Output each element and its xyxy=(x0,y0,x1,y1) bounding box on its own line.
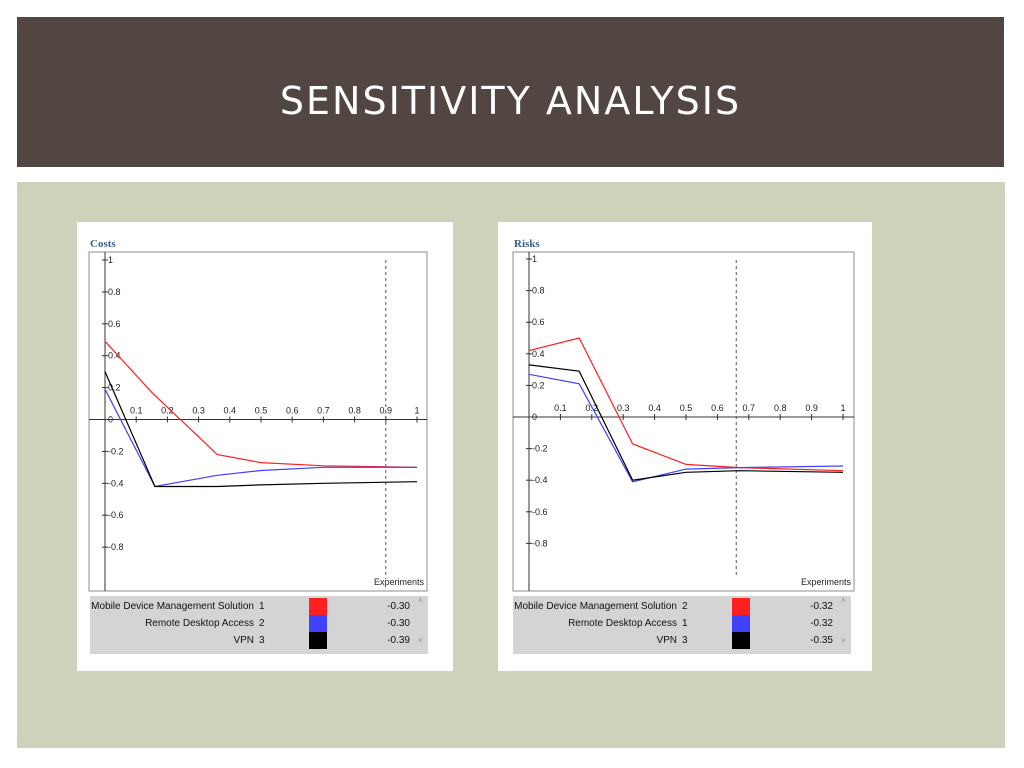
x-tick-label: 0.8 xyxy=(348,406,361,416)
slide-title: SENSITIVITY ANALYSIS xyxy=(279,79,742,123)
costs-legend: Mobile Device Management Solution 1 -0.30 R… xyxy=(90,596,428,654)
legend-series-name: Mobile Device Management Solution xyxy=(514,601,677,612)
y-tick-label: 1 xyxy=(532,254,537,264)
y-tick-label: 0.4 xyxy=(108,351,121,361)
x-tick-label: 0.2 xyxy=(161,406,174,416)
y-tick-label: 0.2 xyxy=(532,380,545,390)
series-line-1 xyxy=(104,340,418,468)
scroll-down-icon[interactable]: ˅ xyxy=(841,636,846,645)
y-tick-label: 0.6 xyxy=(108,319,121,329)
y-tick-label: -0.8 xyxy=(532,538,548,548)
x-tick-label: 0.1 xyxy=(554,403,567,413)
x-tick-label: 0.8 xyxy=(774,403,787,413)
risks-chart: Risks 0.1 0.2 0.3 0.4 0.5 0.6 0.7 0.8 0.9 1 1 0.8 0.6… xyxy=(512,238,855,592)
series-line-2 xyxy=(104,388,417,488)
legend-value: -0.30 xyxy=(387,601,410,612)
y-tick-label: -0.8 xyxy=(108,542,124,552)
x-tick-label: 0.1 xyxy=(130,406,143,416)
legend-scrollbar[interactable]: ˄ ˅ xyxy=(839,596,851,650)
x-tick-label: 0.7 xyxy=(317,406,330,416)
y-tick-label: -0.2 xyxy=(532,444,548,454)
scroll-up-icon[interactable]: ˄ xyxy=(841,596,846,605)
legend-color-swatch xyxy=(732,632,750,649)
legend-value: -0.32 xyxy=(810,618,833,629)
y-tick-label: 0.8 xyxy=(108,287,121,297)
y-tick-label: 0.8 xyxy=(532,286,545,296)
legend-color-swatch xyxy=(309,615,327,632)
legend-value: -0.35 xyxy=(810,635,833,646)
series-line-3 xyxy=(104,371,418,488)
legend-rank: 1 xyxy=(682,618,688,629)
series-line-3 xyxy=(528,364,844,481)
slide-header: SENSITIVITY ANALYSIS xyxy=(17,17,1004,167)
x-tick-label: 0.5 xyxy=(255,406,268,416)
y-tick-label: -0.4 xyxy=(108,478,124,488)
x-tick-label: 0.9 xyxy=(805,403,818,413)
y-tick-label: -0.6 xyxy=(532,507,548,517)
risks-chart-panel: Risks 0.1 0.2 0.3 0.4 0.5 0.6 0.7 0.8 0.9 1 1 0.8 0.6… xyxy=(498,222,872,671)
legend-value: -0.32 xyxy=(810,601,833,612)
legend-color-swatch xyxy=(309,632,327,649)
y-tick-label: 0.6 xyxy=(532,317,545,327)
legend-row: Remote Desktop Access 1 -0.32 xyxy=(513,615,851,632)
legend-row: Mobile Device Management Solution 1 -0.30 xyxy=(90,598,428,615)
plot-frame xyxy=(88,251,428,592)
x-tick-label: 1 xyxy=(414,406,419,416)
y-tick-label: 0 xyxy=(532,412,537,422)
x-tick-label: 0.7 xyxy=(743,403,756,413)
series-line-2 xyxy=(528,373,844,483)
series-line-1 xyxy=(528,337,844,472)
x-tick-label: 0.3 xyxy=(192,406,205,416)
scroll-down-icon[interactable]: ˅ xyxy=(418,636,423,645)
x-tick-label: 0.4 xyxy=(648,403,661,413)
y-tick-label: 0 xyxy=(108,415,113,425)
chart-title: Costs xyxy=(90,238,116,250)
plot-frame xyxy=(512,251,855,592)
legend-value: -0.39 xyxy=(387,635,410,646)
legend-color-swatch xyxy=(309,598,327,615)
x-tick-label: 1 xyxy=(840,403,845,413)
x-axis-label: Experiments xyxy=(374,577,425,587)
y-tick-label: -0.2 xyxy=(108,446,124,456)
legend-scrollbar[interactable]: ˄ ˅ xyxy=(416,596,428,650)
y-tick-label: 0.2 xyxy=(108,383,121,393)
x-tick-label: 0.6 xyxy=(711,403,724,413)
legend-color-swatch xyxy=(732,598,750,615)
legend-value: -0.30 xyxy=(387,618,410,629)
y-tick-label: -0.6 xyxy=(108,510,124,520)
legend-rank: 3 xyxy=(682,635,688,646)
costs-chart-panel: Costs 0.1 0.2 0.3 0.4 0.5 0.6 0.7 0.8 0.9 1 1 0.8 0.6… xyxy=(77,222,453,671)
risks-legend: Mobile Device Management Solution 2 -0.32 R… xyxy=(513,596,851,654)
chart-title: Risks xyxy=(514,238,540,250)
legend-rank: 2 xyxy=(682,601,688,612)
legend-series-name: VPN xyxy=(656,635,677,646)
x-tick-label: 0.4 xyxy=(224,406,237,416)
x-tick-label: 0.6 xyxy=(286,406,299,416)
legend-row: Mobile Device Management Solution 2 -0.32 xyxy=(513,598,851,615)
y-tick-label: -0.4 xyxy=(532,475,548,485)
legend-row: VPN 3 -0.39 xyxy=(90,632,428,649)
legend-series-name: Remote Desktop Access xyxy=(568,618,677,629)
x-tick-label: 0.3 xyxy=(617,403,630,413)
legend-rank: 1 xyxy=(259,601,265,612)
legend-series-name: Mobile Device Management Solution xyxy=(91,601,254,612)
y-tick-label: 0.4 xyxy=(532,349,545,359)
legend-row: Remote Desktop Access 2 -0.30 xyxy=(90,615,428,632)
legend-rank: 3 xyxy=(259,635,265,646)
y-tick-label: 1 xyxy=(108,255,113,265)
x-axis-label: Experiments xyxy=(801,577,852,587)
legend-color-swatch xyxy=(732,615,750,632)
legend-series-name: VPN xyxy=(233,635,254,646)
legend-row: VPN 3 -0.35 xyxy=(513,632,851,649)
x-tick-label: 0.5 xyxy=(680,403,693,413)
legend-rank: 2 xyxy=(259,618,265,629)
scroll-up-icon[interactable]: ˄ xyxy=(418,596,423,605)
legend-series-name: Remote Desktop Access xyxy=(145,618,254,629)
